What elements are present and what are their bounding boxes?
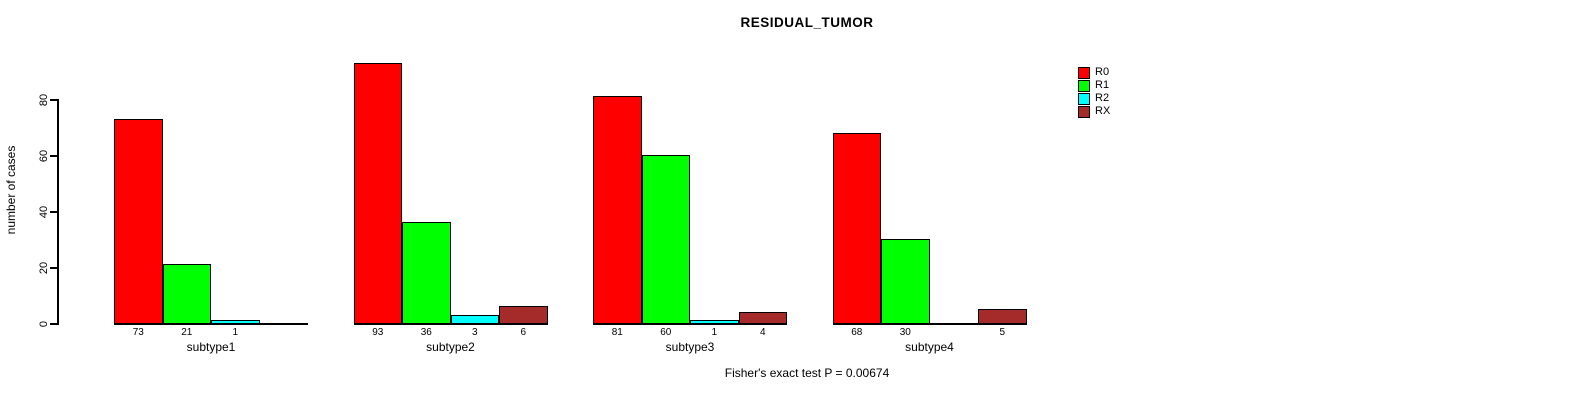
bar-value-subtype1-R0: 73 <box>132 327 144 338</box>
bar-value-subtype3-R2: 1 <box>711 327 718 338</box>
bar-subtype4-R0 <box>832 132 881 325</box>
bar-value-subtype2-R0: 93 <box>372 327 384 338</box>
bar-value-subtype2-RX: 6 <box>520 327 527 338</box>
y-axis-tick-label: 20 <box>38 261 50 274</box>
bar-subtype2-R0 <box>353 62 402 325</box>
bar-value-subtype1-R2: 1 <box>232 327 239 338</box>
x-axis-baseline-subtype2 <box>353 323 548 325</box>
y-axis-tick <box>50 155 57 157</box>
y-axis-tick <box>50 211 57 213</box>
x-axis-baseline-subtype3 <box>593 323 787 325</box>
legend-swatch-R0 <box>1078 66 1090 79</box>
legend-label-R2: R2 <box>1095 92 1110 104</box>
legend-item-RX: RX <box>1078 105 1110 118</box>
bar-subtype2-R1 <box>402 222 451 325</box>
group-label-subtype2: subtype2 <box>426 340 475 354</box>
group-label-subtype4: subtype4 <box>905 340 954 354</box>
y-axis-tick <box>50 323 57 325</box>
legend-swatch-RX <box>1078 105 1090 118</box>
bar-subtype2-RX <box>499 306 548 325</box>
x-axis-baseline-subtype1 <box>114 323 308 325</box>
y-axis-tick-label: 60 <box>38 149 50 162</box>
y-axis-tick <box>50 99 57 101</box>
group-label-subtype3: subtype3 <box>665 340 715 354</box>
bar-value-subtype4-R1: 30 <box>899 327 911 338</box>
bar-subtype1-R1 <box>162 264 211 325</box>
bar-value-subtype2-R2: 3 <box>471 327 478 338</box>
chart-title: RESIDUAL_TUMOR <box>740 15 874 30</box>
bar-value-subtype1-R1: 21 <box>181 327 193 338</box>
legend-swatch-R2 <box>1078 92 1090 105</box>
bar-value-subtype3-R1: 60 <box>660 327 672 338</box>
legend-item-R0: R0 <box>1078 66 1109 79</box>
bar-subtype4-R1 <box>881 239 930 325</box>
y-axis-title: number of cases <box>4 145 18 235</box>
bar-subtype3-R1 <box>641 155 690 325</box>
bar-subtype1-R0 <box>114 118 163 325</box>
legend-label-R0: R0 <box>1095 66 1110 78</box>
x-axis-baseline-subtype4 <box>832 323 1027 325</box>
y-axis-tick-label: 80 <box>38 93 50 106</box>
bar-value-subtype3-RX: 4 <box>759 327 766 338</box>
bar-value-subtype3-R0: 81 <box>611 327 623 338</box>
bar-subtype3-R0 <box>593 96 642 325</box>
legend-label-RX: RX <box>1095 105 1111 117</box>
bar-value-subtype4-R0: 68 <box>851 327 863 338</box>
legend-item-R1: R1 <box>1078 79 1109 92</box>
bar-value-subtype4-RX: 5 <box>999 327 1006 338</box>
legend-item-R2: R2 <box>1078 92 1109 105</box>
legend-swatch-R1 <box>1078 79 1090 92</box>
y-axis-tick-label: 0 <box>38 320 50 327</box>
y-axis-tick <box>50 267 57 269</box>
y-axis-line <box>57 99 59 325</box>
bar-value-subtype2-R1: 36 <box>420 327 432 338</box>
fisher-test-annotation: Fisher's exact test P = 0.00674 <box>724 366 890 380</box>
group-label-subtype1: subtype1 <box>186 340 236 354</box>
legend-label-R1: R1 <box>1095 79 1110 91</box>
y-axis-tick-label: 40 <box>38 205 50 218</box>
